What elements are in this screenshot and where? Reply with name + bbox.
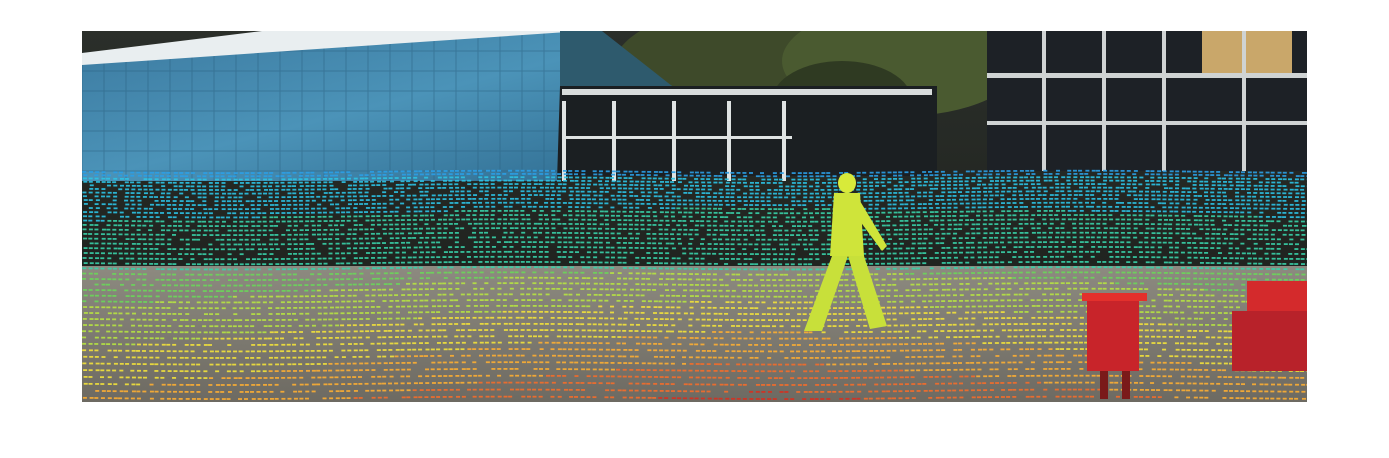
blue-tiled-building <box>82 31 672 181</box>
depth-overlay-figure <box>82 31 1307 402</box>
glass-windowed-building <box>557 31 1307 181</box>
scene-image <box>82 31 1307 402</box>
red-bench <box>1232 281 1307 371</box>
pedestrian <box>804 173 887 331</box>
red-trash-bin <box>1082 293 1147 399</box>
